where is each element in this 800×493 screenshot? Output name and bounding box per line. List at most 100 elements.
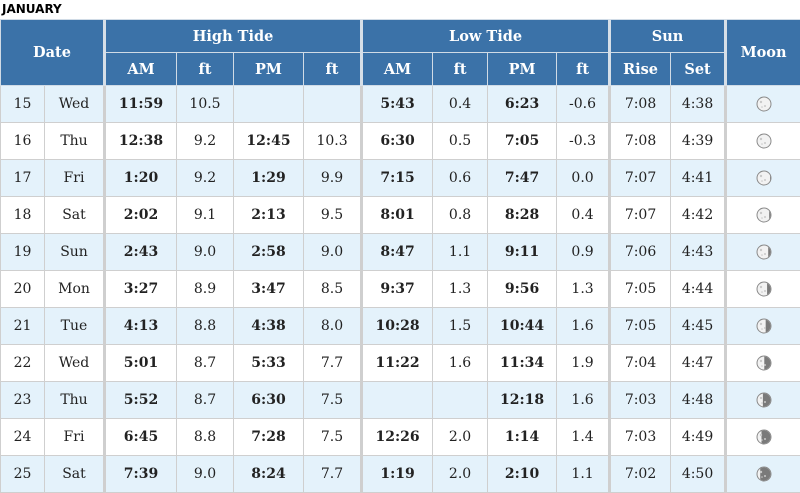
date-weekday-cell: Tue <box>44 307 106 345</box>
high-am-time-cell: 2:02 <box>104 196 177 234</box>
low-am-height-cell: 1.3 <box>432 270 489 308</box>
low-pm-time-cell: 11:34 <box>487 344 558 382</box>
high-pm-height-cell: 7.7 <box>302 455 364 493</box>
table-row: 20 Mon 3:27 8.9 3:47 8.5 9:37 1.3 9:56 1.3 7:05 4:4… <box>0 270 800 308</box>
header-moon: Moon <box>725 19 800 86</box>
date-weekday-cell: Mon <box>44 270 106 308</box>
high-am-height-cell: 8.7 <box>176 344 234 382</box>
moon-phase-icon <box>756 170 772 186</box>
high-pm-height-cell: 9.9 <box>302 159 364 197</box>
high-am-height-cell: 8.8 <box>176 307 234 345</box>
high-am-time-cell: 3:27 <box>104 270 177 308</box>
sunset-cell: 4:38 <box>670 85 728 123</box>
low-pm-height-cell: 0.9 <box>556 233 612 271</box>
moon-phase-icon <box>756 207 772 223</box>
date-day-cell: 15 <box>0 85 45 123</box>
date-day-cell: 25 <box>0 455 45 493</box>
date-day-cell: 21 <box>0 307 45 345</box>
moon-phase-icon <box>756 133 772 149</box>
low-pm-height-cell: 1.6 <box>556 381 612 419</box>
high-am-time-cell: 7:39 <box>104 455 177 493</box>
sunset-cell: 4:48 <box>670 381 728 419</box>
low-pm-height-cell: 1.9 <box>556 344 612 382</box>
header-high-am: AM <box>104 52 177 86</box>
low-pm-time-cell: 7:05 <box>487 122 558 160</box>
moon-phase-icon <box>756 96 772 112</box>
moon-phase-icon <box>756 392 772 408</box>
table-row: 16 Thu 12:38 9.2 12:45 10.3 6:30 0.5 7:05 -0.3 7:0… <box>0 122 800 160</box>
high-am-height-cell: 8.8 <box>176 418 234 456</box>
low-am-height-cell <box>432 381 489 419</box>
low-am-time-cell: 8:01 <box>361 196 434 234</box>
sunrise-cell: 7:03 <box>609 418 672 456</box>
header-high-pm: PM <box>233 52 304 86</box>
high-am-time-cell: 12:38 <box>104 122 177 160</box>
table-row: 18 Sat 2:02 9.1 2:13 9.5 8:01 0.8 8:28 0.4 7:07 4:4… <box>0 196 800 234</box>
low-pm-height-cell: 1.3 <box>556 270 612 308</box>
low-am-time-cell: 11:22 <box>361 344 434 382</box>
low-pm-time-cell: 8:28 <box>487 196 558 234</box>
header-row-groups: Date High Tide Low Tide Sun Moon <box>0 19 800 86</box>
moon-phase-icon <box>756 281 772 297</box>
low-pm-height-cell: 1.6 <box>556 307 612 345</box>
sunset-cell: 4:45 <box>670 307 728 345</box>
date-weekday-cell: Sun <box>44 233 106 271</box>
high-pm-height-cell: 8.0 <box>302 307 364 345</box>
sunrise-cell: 7:03 <box>609 381 672 419</box>
low-am-time-cell: 7:15 <box>361 159 434 197</box>
header-sun-rise: Rise <box>609 52 672 86</box>
date-day-cell: 23 <box>0 381 45 419</box>
date-day-cell: 16 <box>0 122 45 160</box>
low-am-time-cell: 6:30 <box>361 122 434 160</box>
table-row: 21 Tue 4:13 8.8 4:38 8.0 10:28 1.5 10:44 1.6 7:05 4… <box>0 307 800 345</box>
low-am-height-cell: 0.8 <box>432 196 489 234</box>
high-am-time-cell: 6:45 <box>104 418 177 456</box>
high-am-height-cell: 8.7 <box>176 381 234 419</box>
table-row: 24 Fri 6:45 8.8 7:28 7.5 12:26 2.0 1:14 1.4 7:03 4:… <box>0 418 800 456</box>
sunrise-cell: 7:05 <box>609 307 672 345</box>
low-am-time-cell: 8:47 <box>361 233 434 271</box>
header-date: Date <box>0 19 106 86</box>
high-pm-time-cell: 12:45 <box>233 122 304 160</box>
high-am-height-cell: 9.2 <box>176 122 234 160</box>
date-day-cell: 22 <box>0 344 45 382</box>
high-pm-time-cell: 3:47 <box>233 270 304 308</box>
low-am-time-cell: 9:37 <box>361 270 434 308</box>
table-row: 17 Fri 1:20 9.2 1:29 9.9 7:15 0.6 7:47 0.0 7:07 4:4… <box>0 159 800 197</box>
sunrise-cell: 7:08 <box>609 122 672 160</box>
tide-table: Date High Tide Low Tide Sun Moon AM ft P… <box>0 19 800 493</box>
low-am-time-cell: 1:19 <box>361 455 434 493</box>
table-row: 15 Wed 11:59 10.5 5:43 0.4 6:23 -0.6 7:08 4:38 <box>0 85 800 123</box>
high-am-time-cell: 4:13 <box>104 307 177 345</box>
high-am-height-cell: 9.1 <box>176 196 234 234</box>
header-sun-set: Set <box>670 52 728 86</box>
moon-phase-cell <box>725 455 800 493</box>
high-pm-time-cell: 2:58 <box>233 233 304 271</box>
date-weekday-cell: Sat <box>44 196 106 234</box>
low-am-time-cell <box>361 381 434 419</box>
date-day-cell: 24 <box>0 418 45 456</box>
high-am-time-cell: 5:01 <box>104 344 177 382</box>
low-pm-time-cell: 6:23 <box>487 85 558 123</box>
sunrise-cell: 7:07 <box>609 196 672 234</box>
moon-phase-icon <box>756 466 772 482</box>
low-am-time-cell: 10:28 <box>361 307 434 345</box>
sunset-cell: 4:42 <box>670 196 728 234</box>
high-pm-time-cell: 1:29 <box>233 159 304 197</box>
low-pm-time-cell: 2:10 <box>487 455 558 493</box>
low-pm-height-cell: -0.6 <box>556 85 612 123</box>
date-weekday-cell: Wed <box>44 85 106 123</box>
sunset-cell: 4:50 <box>670 455 728 493</box>
high-pm-height-cell: 9.0 <box>302 233 364 271</box>
table-row: 23 Thu 5:52 8.7 6:30 7.5 12:18 1.6 7:03 4:48 <box>0 381 800 419</box>
date-weekday-cell: Sat <box>44 455 106 493</box>
date-weekday-cell: Wed <box>44 344 106 382</box>
table-row: 19 Sun 2:43 9.0 2:58 9.0 8:47 1.1 9:11 0.9 7:06 4:4… <box>0 233 800 271</box>
high-pm-height-cell: 8.5 <box>302 270 364 308</box>
low-pm-height-cell: 0.0 <box>556 159 612 197</box>
high-pm-height-cell: 7.5 <box>302 418 364 456</box>
moon-phase-icon <box>756 355 772 371</box>
table-row: 25 Sat 7:39 9.0 8:24 7.7 1:19 2.0 2:10 1.1 7:02 4:5… <box>0 455 800 493</box>
low-am-height-cell: 0.4 <box>432 85 489 123</box>
header-high-tide: High Tide <box>103 19 364 53</box>
